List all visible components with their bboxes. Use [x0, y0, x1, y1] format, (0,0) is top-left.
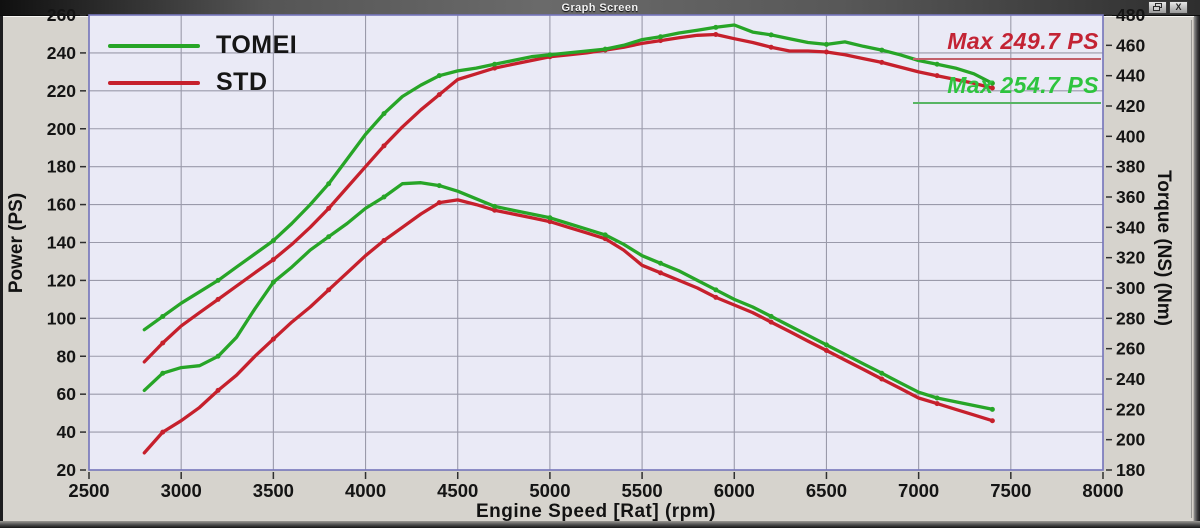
x-axis-tick-label: 3500 — [253, 480, 294, 501]
right-axis-tick-label: 380 — [1116, 157, 1145, 177]
left-axis-tick-label: 80 — [57, 346, 77, 366]
right-axis-tick-label: 200 — [1116, 430, 1145, 450]
window-frame-bottom[interactable] — [0, 521, 1200, 528]
left-axis-tick-label: 260 — [47, 5, 76, 25]
curve-tomei-torque — [142, 181, 995, 412]
x-axis-tick-label: 5500 — [622, 480, 663, 501]
legend-item-tomei: TOMEI — [108, 29, 297, 62]
left-axis-title: Power (PS) — [6, 192, 27, 294]
curve-std-torque — [142, 198, 995, 455]
plot-border — [88, 14, 1104, 471]
right-axis-tick-label: 300 — [1116, 278, 1145, 298]
right-axis-tick-label: 340 — [1116, 217, 1145, 237]
x-axis-tick-label: 6500 — [806, 480, 847, 501]
right-axis-tick-label: 400 — [1116, 126, 1145, 146]
right-axis-tick-label: 440 — [1116, 66, 1145, 86]
tomei-line-swatch — [108, 43, 200, 48]
left-axis-tick-label: 20 — [57, 460, 77, 480]
window-frame-left — [0, 16, 3, 528]
right-axis-tick-label: 280 — [1116, 308, 1145, 328]
left-axis-tick-label: 180 — [47, 157, 76, 177]
std-line-swatch — [108, 80, 200, 85]
gridlines — [88, 14, 1104, 471]
right-axis-tick-label: 220 — [1116, 399, 1145, 419]
left-axis-tick-label: 160 — [47, 195, 76, 215]
right-axis-tick-label: 480 — [1116, 5, 1145, 25]
left-axis-tick-label: 120 — [47, 270, 76, 290]
axis-tick-labels: 260 240 220 200 180 160 140 120 100 80 60 40 20 480 46… — [47, 5, 1146, 501]
chart-legend: TOMEI STD — [108, 29, 297, 103]
titlebar-buttons: X — [1148, 1, 1188, 14]
window-title: Graph Screen — [561, 1, 639, 14]
right-axis-tick-label: 420 — [1116, 96, 1145, 116]
left-axis-tick-label: 200 — [47, 119, 76, 139]
x-axis-tick-label: 4500 — [437, 480, 478, 501]
left-axis-tick-label: 240 — [47, 43, 76, 63]
x-axis-tick-label: 6000 — [714, 480, 755, 501]
x-axis-tick-label: 3000 — [161, 480, 202, 501]
x-axis-tick-label: 2500 — [68, 480, 109, 501]
x-axis-tick-label: 7000 — [898, 480, 939, 501]
x-axis-tick-label: 8000 — [1082, 480, 1123, 501]
legend-label-std: STD — [216, 68, 268, 96]
right-axis-title: Torque (NS) (Nm) — [1153, 170, 1174, 326]
right-axis-tick-label: 360 — [1116, 187, 1145, 207]
x-axis-title: Engine Speed [Rat] (rpm) — [475, 501, 717, 522]
window-edge-groove — [1190, 20, 1192, 518]
right-axis-tick-label: 260 — [1116, 339, 1145, 359]
legend-label-tomei: TOMEI — [216, 31, 298, 59]
left-axis-tick-label: 140 — [47, 233, 76, 253]
window-frame-right[interactable] — [1194, 16, 1200, 528]
left-axis-tick-label: 60 — [57, 384, 77, 404]
left-axis-tick-label: 100 — [47, 308, 76, 328]
max-power-annotation-tomei: Max 254.7 PS — [913, 72, 1101, 104]
window-restore-button[interactable] — [1148, 1, 1167, 14]
right-axis-tick-label: 180 — [1116, 460, 1145, 480]
close-icon: X — [1175, 2, 1182, 12]
left-axis-tick-label: 40 — [57, 422, 77, 442]
right-axis-tick-label: 240 — [1116, 369, 1145, 389]
left-axis-tick-label: 220 — [47, 81, 76, 101]
axis-ticks — [80, 14, 1112, 479]
right-axis-tick-label: 320 — [1116, 248, 1145, 268]
right-axis-tick-label: 460 — [1116, 35, 1145, 55]
x-axis-tick-label: 4000 — [345, 480, 386, 501]
max-power-annotation-std: Max 249.7 PS — [913, 28, 1101, 60]
restore-icon — [1153, 2, 1162, 13]
x-axis-tick-label: 7500 — [990, 480, 1031, 501]
curve-tomei-power — [142, 23, 995, 332]
legend-item-std: STD — [108, 66, 297, 99]
x-axis-tick-label: 5000 — [529, 480, 570, 501]
window-close-button[interactable]: X — [1169, 1, 1188, 14]
